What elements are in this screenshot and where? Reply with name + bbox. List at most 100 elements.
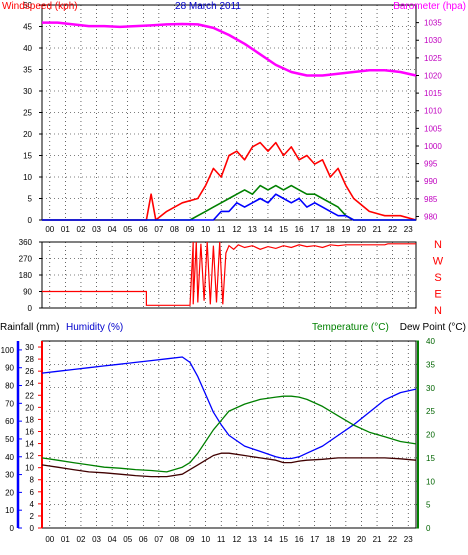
humidity-tick-label: 90 — [5, 364, 14, 373]
panel1-x-tick-label: 18 — [326, 225, 335, 234]
panel1-x-tick-label: 01 — [61, 225, 70, 234]
wind-tick-label: 45 — [23, 23, 32, 32]
baro-tick-label: 1005 — [424, 124, 442, 133]
rainfall-tick-label: 10 — [25, 464, 34, 473]
baro-tick-label: 1010 — [424, 107, 442, 116]
panel3-x-tick-label: 02 — [77, 535, 86, 544]
humidity-tick-label: 50 — [5, 435, 14, 444]
compass-label: N — [434, 305, 442, 317]
direction-tick-label: 270 — [19, 255, 33, 264]
direction-tick-label: 0 — [28, 304, 33, 313]
panel3-x-tick-label: 07 — [154, 535, 163, 544]
humidity-tick-label: 10 — [5, 506, 14, 515]
panel1-x-tick-label: 05 — [123, 225, 132, 234]
temp-tick-label: 15 — [426, 454, 435, 463]
wind-tick-label: 25 — [23, 109, 32, 118]
panel1-x-tick-label: 02 — [77, 225, 86, 234]
panel3-x-tick-label: 00 — [45, 535, 54, 544]
panel1-x-tick-label: 21 — [373, 225, 382, 234]
panel3-x-tick-label: 04 — [108, 535, 117, 544]
wind-series-line-1 — [42, 141, 417, 221]
wind-tick-label: 40 — [23, 44, 32, 53]
baro-tick-label: 985 — [424, 195, 438, 204]
panel1-x-tick-label: 20 — [357, 225, 366, 234]
baro-tick-label: 1030 — [424, 36, 442, 45]
rainfall-tick-label: 22 — [25, 391, 34, 400]
panel1-x-tick-label: 17 — [310, 225, 319, 234]
panel3-x-tick-label: 19 — [341, 535, 350, 544]
rainfall-tick-label: 8 — [30, 476, 35, 485]
compass-label: N — [434, 239, 442, 251]
panel1-x-tick-label: 04 — [108, 225, 117, 234]
wind-tick-label: 50 — [23, 1, 32, 10]
direction-tick-label: 360 — [19, 238, 33, 247]
rainfall-tick-label: 2 — [30, 512, 35, 521]
temp-tick-label: 5 — [426, 501, 431, 510]
baro-tick-label: 1000 — [424, 142, 442, 151]
temp-tick-label: 20 — [426, 431, 435, 440]
rainfall-tick-label: 18 — [25, 415, 34, 424]
humidity-tick-label: 30 — [5, 471, 14, 480]
dewpoint-axis-title: Dew Point (°C) — [400, 322, 466, 333]
rainfall-tick-label: 28 — [25, 355, 34, 364]
panel3-x-tick-label: 11 — [217, 535, 226, 544]
panel1-x-tick-label: 06 — [139, 225, 148, 234]
rainfall-axis-title: Rainfall (mm) — [0, 322, 59, 333]
panel1-x-tick-label: 12 — [232, 225, 241, 234]
panel2-frame — [41, 241, 417, 309]
rainfall-tick-label: 4 — [30, 500, 35, 509]
temp-tick-label: 0 — [426, 524, 431, 533]
panel1-x-tick-label: 16 — [295, 225, 304, 234]
rainfall-tick-label: 16 — [25, 427, 34, 436]
panel1-x-tick-label: 19 — [341, 225, 350, 234]
wind-tick-label: 30 — [23, 87, 32, 96]
wind-series-line-3 — [42, 193, 416, 221]
wind-series-line-2 — [42, 184, 416, 221]
panel1-x-tick-label: 14 — [264, 225, 273, 234]
wind-direction-line — [42, 241, 416, 306]
rainfall-tick-label: 24 — [25, 379, 34, 388]
rainfall-tick-label: 30 — [25, 343, 34, 352]
panel1-x-tick-label: 07 — [154, 225, 163, 234]
panel1-x-tick-label: 10 — [201, 225, 210, 234]
rainfall-tick-label: 12 — [25, 452, 34, 461]
panel3-x-tick-label: 20 — [357, 535, 366, 544]
humidity-tick-label: 0 — [10, 524, 15, 533]
humidity-axis-title: Humidity (%) — [66, 322, 123, 333]
panel3-x-tick-label: 09 — [186, 535, 195, 544]
panel3-x-tick-label: 06 — [139, 535, 148, 544]
direction-tick-label: 90 — [23, 288, 32, 297]
panel1-x-tick-label: 23 — [404, 225, 413, 234]
dewpoint-line — [41, 452, 417, 478]
humidity-tick-label: 80 — [5, 382, 14, 391]
humidity-tick-label: 60 — [5, 417, 14, 426]
panel1-x-tick-label: 03 — [92, 225, 101, 234]
temp-tick-label: 10 — [426, 477, 435, 486]
wind-tick-label: 15 — [23, 152, 32, 161]
barometer-line — [42, 21, 417, 77]
panel3-x-tick-label: 14 — [264, 535, 273, 544]
wind-tick-label: 35 — [23, 66, 32, 75]
panel3-x-tick-label: 18 — [326, 535, 335, 544]
panel3-x-tick-label: 01 — [61, 535, 70, 544]
wind-tick-label: 20 — [23, 130, 32, 139]
rainfall-tick-label: 6 — [30, 488, 35, 497]
panel1-x-tick-label: 13 — [248, 225, 257, 234]
wind-tick-label: 5 — [28, 195, 33, 204]
panel3-x-tick-label: 23 — [404, 535, 413, 544]
panel1-x-tick-label: 00 — [45, 225, 54, 234]
rainfall-tick-label: 26 — [25, 367, 34, 376]
baro-tick-label: 995 — [424, 160, 438, 169]
temp-tick-label: 25 — [426, 407, 435, 416]
humidity-tick-label: 100 — [1, 346, 15, 355]
panel1-x-tick-label: 15 — [279, 225, 288, 234]
panel3-x-tick-label: 08 — [170, 535, 179, 544]
panel1-x-tick-label: 09 — [186, 225, 195, 234]
panel3-x-tick-label: 16 — [295, 535, 304, 544]
panel3-x-tick-label: 03 — [92, 535, 101, 544]
baro-tick-label: 1025 — [424, 54, 442, 63]
rainfall-tick-label: 0 — [30, 524, 35, 533]
rainfall-tick-label: 20 — [25, 403, 34, 412]
panel3-x-tick-label: 15 — [279, 535, 288, 544]
